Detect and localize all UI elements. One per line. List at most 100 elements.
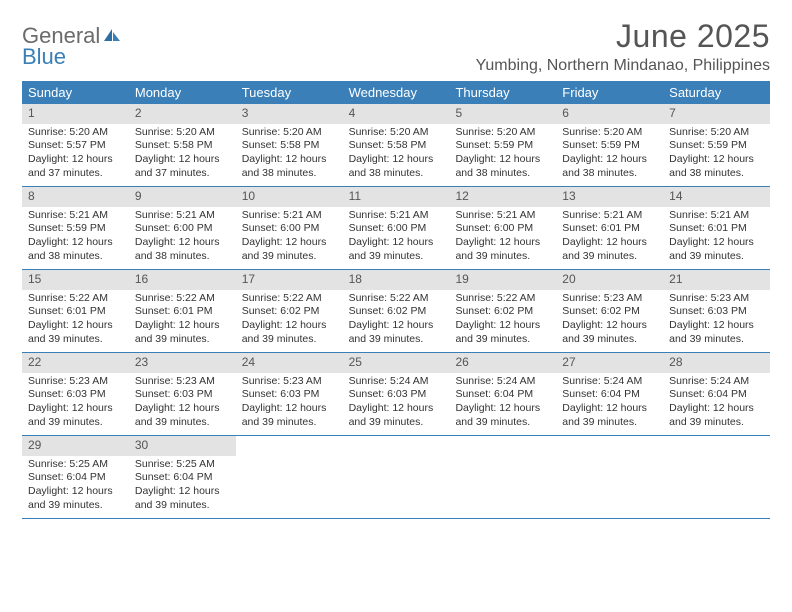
day-details: Sunrise: 5:21 AMSunset: 6:00 PMDaylight:… [236,207,343,268]
day-number: 1 [22,104,129,124]
day-cell: 25Sunrise: 5:24 AMSunset: 6:03 PMDayligh… [343,353,450,435]
day-cell: 14Sunrise: 5:21 AMSunset: 6:01 PMDayligh… [663,187,770,269]
day-number: 11 [343,187,450,207]
sunrise-line: Sunrise: 5:22 AM [28,292,123,306]
weeks-container: 1Sunrise: 5:20 AMSunset: 5:57 PMDaylight… [22,104,770,519]
day-number: 20 [556,270,663,290]
sunset-line: Sunset: 5:59 PM [28,222,123,236]
sunset-line: Sunset: 6:00 PM [349,222,444,236]
sunset-line: Sunset: 5:58 PM [135,139,230,153]
sunset-line: Sunset: 5:59 PM [669,139,764,153]
day-number: 18 [343,270,450,290]
sunset-line: Sunset: 6:01 PM [562,222,657,236]
day-number: 8 [22,187,129,207]
day-cell: 22Sunrise: 5:23 AMSunset: 6:03 PMDayligh… [22,353,129,435]
brand-logo: General Blue [22,18,122,68]
day-cell: 28Sunrise: 5:24 AMSunset: 6:04 PMDayligh… [663,353,770,435]
weekday-header: Sunday [22,81,129,104]
daylight-line: Daylight: 12 hours and 39 minutes. [28,402,123,429]
day-number: 23 [129,353,236,373]
day-details: Sunrise: 5:24 AMSunset: 6:04 PMDaylight:… [663,373,770,434]
daylight-line: Daylight: 12 hours and 38 minutes. [242,153,337,180]
sunrise-line: Sunrise: 5:23 AM [28,375,123,389]
day-cell: 26Sunrise: 5:24 AMSunset: 6:04 PMDayligh… [449,353,556,435]
sunset-line: Sunset: 6:00 PM [242,222,337,236]
day-cell [449,436,556,518]
day-cell [663,436,770,518]
calendar-grid: Sunday Monday Tuesday Wednesday Thursday… [22,81,770,519]
day-cell: 30Sunrise: 5:25 AMSunset: 6:04 PMDayligh… [129,436,236,518]
sunset-line: Sunset: 6:04 PM [455,388,550,402]
day-number: 25 [343,353,450,373]
calendar-page: General Blue June 2025 Yumbing, Northern… [0,0,792,612]
week-row: 15Sunrise: 5:22 AMSunset: 6:01 PMDayligh… [22,270,770,353]
weekday-header: Friday [556,81,663,104]
weekday-header-row: Sunday Monday Tuesday Wednesday Thursday… [22,81,770,104]
daylight-line: Daylight: 12 hours and 39 minutes. [349,402,444,429]
day-number: 7 [663,104,770,124]
day-cell: 11Sunrise: 5:21 AMSunset: 6:00 PMDayligh… [343,187,450,269]
sunset-line: Sunset: 5:58 PM [242,139,337,153]
day-number: 16 [129,270,236,290]
day-number: 28 [663,353,770,373]
sunrise-line: Sunrise: 5:23 AM [669,292,764,306]
daylight-line: Daylight: 12 hours and 39 minutes. [135,485,230,512]
day-details: Sunrise: 5:21 AMSunset: 5:59 PMDaylight:… [22,207,129,268]
day-cell: 19Sunrise: 5:22 AMSunset: 6:02 PMDayligh… [449,270,556,352]
sunrise-line: Sunrise: 5:21 AM [669,209,764,223]
sunrise-line: Sunrise: 5:24 AM [349,375,444,389]
day-number: 29 [22,436,129,456]
sunset-line: Sunset: 6:03 PM [135,388,230,402]
day-cell: 6Sunrise: 5:20 AMSunset: 5:59 PMDaylight… [556,104,663,186]
weekday-header: Thursday [449,81,556,104]
day-number: 5 [449,104,556,124]
daylight-line: Daylight: 12 hours and 39 minutes. [349,236,444,263]
sunset-line: Sunset: 6:01 PM [669,222,764,236]
day-cell: 7Sunrise: 5:20 AMSunset: 5:59 PMDaylight… [663,104,770,186]
sunrise-line: Sunrise: 5:20 AM [135,126,230,140]
day-cell: 3Sunrise: 5:20 AMSunset: 5:58 PMDaylight… [236,104,343,186]
day-details: Sunrise: 5:21 AMSunset: 6:00 PMDaylight:… [129,207,236,268]
daylight-line: Daylight: 12 hours and 39 minutes. [455,236,550,263]
sunrise-line: Sunrise: 5:21 AM [28,209,123,223]
day-cell: 15Sunrise: 5:22 AMSunset: 6:01 PMDayligh… [22,270,129,352]
daylight-line: Daylight: 12 hours and 39 minutes. [669,402,764,429]
weekday-header: Tuesday [236,81,343,104]
day-number: 22 [22,353,129,373]
sunset-line: Sunset: 6:00 PM [455,222,550,236]
daylight-line: Daylight: 12 hours and 37 minutes. [135,153,230,180]
sunrise-line: Sunrise: 5:20 AM [562,126,657,140]
sunrise-line: Sunrise: 5:23 AM [135,375,230,389]
week-row: 8Sunrise: 5:21 AMSunset: 5:59 PMDaylight… [22,187,770,270]
sunrise-line: Sunrise: 5:20 AM [669,126,764,140]
sunset-line: Sunset: 6:02 PM [242,305,337,319]
day-details: Sunrise: 5:20 AMSunset: 5:59 PMDaylight:… [449,124,556,185]
day-cell: 13Sunrise: 5:21 AMSunset: 6:01 PMDayligh… [556,187,663,269]
sunrise-line: Sunrise: 5:25 AM [135,458,230,472]
day-number: 13 [556,187,663,207]
title-block: June 2025 Yumbing, Northern Mindanao, Ph… [476,18,770,75]
week-row: 29Sunrise: 5:25 AMSunset: 6:04 PMDayligh… [22,436,770,519]
day-cell: 8Sunrise: 5:21 AMSunset: 5:59 PMDaylight… [22,187,129,269]
day-cell [556,436,663,518]
day-details: Sunrise: 5:20 AMSunset: 5:58 PMDaylight:… [343,124,450,185]
day-number: 14 [663,187,770,207]
weekday-header: Monday [129,81,236,104]
day-details: Sunrise: 5:21 AMSunset: 6:00 PMDaylight:… [343,207,450,268]
sunrise-line: Sunrise: 5:23 AM [242,375,337,389]
day-cell: 29Sunrise: 5:25 AMSunset: 6:04 PMDayligh… [22,436,129,518]
daylight-line: Daylight: 12 hours and 38 minutes. [455,153,550,180]
day-number: 24 [236,353,343,373]
day-details: Sunrise: 5:21 AMSunset: 6:01 PMDaylight:… [663,207,770,268]
sunset-line: Sunset: 5:58 PM [349,139,444,153]
day-cell: 16Sunrise: 5:22 AMSunset: 6:01 PMDayligh… [129,270,236,352]
day-details: Sunrise: 5:25 AMSunset: 6:04 PMDaylight:… [22,456,129,517]
sunrise-line: Sunrise: 5:21 AM [135,209,230,223]
sunrise-line: Sunrise: 5:25 AM [28,458,123,472]
day-number: 19 [449,270,556,290]
sunrise-line: Sunrise: 5:21 AM [242,209,337,223]
day-details: Sunrise: 5:20 AMSunset: 5:58 PMDaylight:… [236,124,343,185]
daylight-line: Daylight: 12 hours and 39 minutes. [242,402,337,429]
sunset-line: Sunset: 6:01 PM [135,305,230,319]
sunset-line: Sunset: 6:02 PM [562,305,657,319]
